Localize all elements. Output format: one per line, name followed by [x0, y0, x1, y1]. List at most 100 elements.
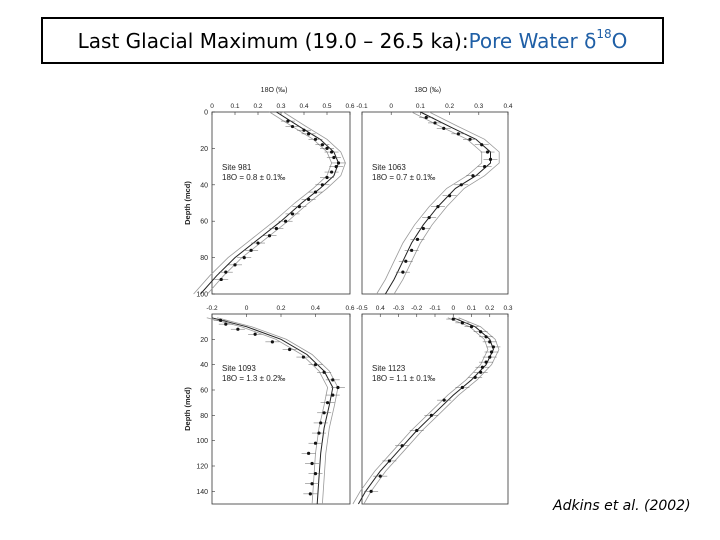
panel-top-left-ytick-label: 20 — [200, 146, 208, 153]
title-delta: δ — [584, 28, 597, 53]
panel-bottom-left-data-point — [317, 431, 321, 435]
panel-top-left-data-point — [274, 226, 278, 231]
panel-bottom-right-data-point — [479, 370, 483, 374]
panel-bottom-left-ytick-label: 20 — [200, 337, 208, 344]
panel-bottom-left-model-curve — [211, 317, 334, 505]
panel-bottom-left-data-point — [322, 411, 326, 415]
title-element: O — [611, 28, 628, 53]
panel-top-right-data-point — [459, 183, 463, 187]
panel-bottom-right-data-point — [491, 345, 495, 349]
panel-top-right-data-point — [488, 157, 493, 161]
panel-bottom-right-data-point — [484, 360, 488, 364]
panel-bottom-left-data-point — [313, 363, 318, 367]
panel-top-right-data-point — [442, 126, 446, 130]
panel-bottom-right-xtick-label: -0.3 — [393, 305, 405, 312]
panel-top-left-data-point — [249, 248, 253, 252]
panel-bottom-left-xtick-label: 0.6 — [345, 305, 354, 312]
panel-top-left-data-point — [297, 205, 301, 209]
panel-bottom-left-xtick-label: 0.4 — [311, 305, 320, 312]
slide-title: Last Glacial Maximum (19.0 – 26.5 ka): P… — [41, 17, 664, 64]
panel-top-left-data-point — [307, 132, 311, 136]
panel-bottom-right-frame — [361, 313, 509, 505]
panel-bottom-right-data-point — [387, 459, 391, 463]
panel-bottom-left-data-point — [270, 340, 274, 344]
panel-bottom-right-data-point — [369, 489, 373, 493]
panel-top-right-data-point — [415, 237, 420, 241]
panel-bottom-left-ytick-label: 40 — [200, 362, 208, 369]
panel-top-left-xtick-label: 0.1 — [230, 103, 239, 110]
panel-bottom-right-data-point — [488, 340, 492, 344]
panel-bottom-left-value-label: 18O = 1.3 ± 0.2‰ — [222, 374, 285, 383]
panel-bottom-right-data-point — [400, 444, 404, 448]
panel-top-right-xlabel: 18O (‰) — [414, 87, 441, 94]
panel-bottom-right-xtick-label: -0.2 — [411, 305, 423, 312]
panel-top-left-xtick-label: 0.3 — [276, 103, 285, 110]
panel-top-left-data-point — [330, 170, 334, 174]
panel-bottom-right-xtick-label: 0.3 — [503, 305, 512, 312]
panel-top-right-data-point — [485, 150, 490, 154]
panel-top-right-xtick-label: 0.1 — [416, 103, 425, 110]
panel-top-right-data-point — [448, 194, 452, 198]
panel-bottom-right-xtick-label: -0.1 — [429, 305, 441, 312]
panel-top-right-data-point — [436, 205, 440, 209]
panel-top-left-data-point — [302, 128, 306, 132]
panel-bottom-left-data-point — [325, 401, 330, 405]
panel-top-right-data-point — [427, 215, 431, 220]
panel-bottom-right-xtick-label: 0.2 — [485, 305, 494, 312]
panel-top-left-xtick-label: 0.2 — [253, 103, 262, 110]
panel-top-left-ytick-label: 60 — [200, 219, 208, 226]
panel-top-right-xtick-label: 0.2 — [445, 103, 454, 110]
panel-top-left-data-point — [332, 155, 336, 160]
panel-top-left-data-point — [313, 190, 318, 194]
panel-bottom-left-data-point — [310, 482, 314, 486]
panel-bottom-right-data-point — [429, 413, 433, 417]
panel-bottom-left-data-point — [313, 472, 318, 476]
panel-top-left-data-point — [320, 143, 324, 147]
panel-bottom-right-data-point — [488, 355, 492, 359]
panel-bottom-left-data-point — [301, 355, 306, 359]
panel-bottom-right-xtick-label: -0.5 — [356, 305, 368, 312]
panel-bottom-right-model-curve — [357, 317, 494, 505]
panel-top-left-site-label: Site 981 — [222, 163, 252, 172]
panel-top-right-data-point — [468, 137, 472, 141]
panel-bottom-right-data-point — [460, 385, 464, 390]
panel-bottom-right-data-point — [442, 398, 446, 402]
panel-bottom-right-data-point — [480, 365, 485, 369]
panel-top-right-data-point — [483, 165, 487, 169]
panel-bottom-left-ytick-label: 60 — [200, 388, 208, 395]
panel-bottom-left-model-curve-alt — [206, 317, 329, 505]
panel-top-left-data-point — [325, 175, 329, 180]
panel-top-left-data-point — [336, 161, 341, 165]
citation: Adkins et al. (2002) — [553, 498, 691, 514]
panel-bottom-left-xtick-label: 0.2 — [276, 305, 285, 312]
title-accent-text: Pore Water — [468, 28, 585, 53]
panel-top-left-data-point — [267, 234, 272, 238]
panel-bottom-right-value-label: 18O = 1.1 ± 0.1‰ — [372, 374, 435, 383]
panel-bottom-left-data-point — [253, 332, 257, 336]
panel-bottom-left-ytick-label: 80 — [200, 413, 208, 420]
panel-top-left-data-point — [334, 165, 338, 169]
panel-bottom-left-ylabel: Depth (mcd) — [183, 387, 192, 431]
panel-top-right-data-point — [401, 270, 405, 274]
panel-bottom-left-data-point — [288, 347, 292, 352]
panel-top-right-data-point — [480, 143, 484, 147]
panel-bottom-left-site-label: Site 1093 — [222, 364, 256, 373]
panel-top-left-data-point — [330, 150, 334, 154]
title-sup: 18 — [596, 26, 612, 41]
panel-bottom-right-data-point — [484, 335, 488, 339]
panel-top-left-model-curve-alt — [207, 111, 346, 295]
panel-top-right-model-curve-alt — [393, 111, 500, 295]
panel-bottom-right-model-curve-alt — [352, 317, 489, 505]
panel-top-right-data-point — [421, 226, 425, 231]
panel-top-left-data-point — [284, 219, 288, 223]
panel-bottom-right-data-point — [460, 321, 464, 325]
panel-top-right-data-point — [404, 259, 408, 263]
panel-bottom-right-data-point — [415, 428, 419, 433]
panel-top-right-xtick-label: 0.4 — [503, 103, 512, 110]
panel-top-right-data-point — [410, 248, 414, 252]
panel-bottom-right-site-label: Site 1123 — [372, 364, 406, 373]
panel-top-left-ytick-label: 0 — [204, 110, 208, 117]
panel-top-left-value-label: 18O = 0.8 ± 0.1‰ — [222, 173, 285, 182]
panel-bottom-left-model-curve-alt — [217, 317, 339, 505]
